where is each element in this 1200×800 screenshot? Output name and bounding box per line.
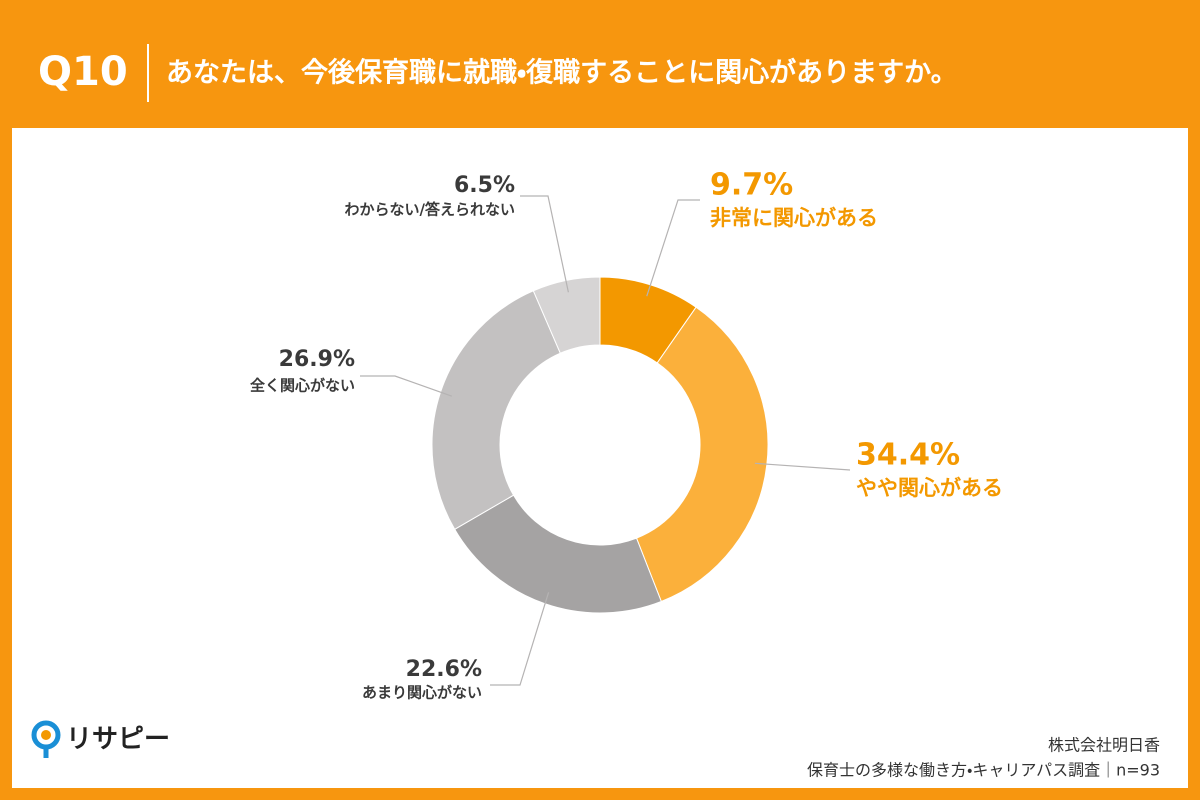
value-label: 6.5% bbox=[454, 173, 515, 198]
leader-line bbox=[754, 462, 851, 471]
panel bbox=[12, 128, 1188, 788]
slice bbox=[431, 290, 561, 530]
category-label: わからない/答えられない bbox=[345, 201, 515, 219]
category-label: 全く関心がない bbox=[250, 377, 355, 395]
question-number: Q10 bbox=[38, 49, 128, 95]
logo: リサピー bbox=[31, 720, 170, 758]
slice bbox=[454, 494, 662, 614]
category-label: 非常に関心がある bbox=[710, 206, 878, 230]
logo-icon-dot bbox=[41, 730, 51, 740]
leader-line bbox=[520, 195, 569, 293]
question-title: あなたは、今後保育職に就職・復職することに関心がありますか。 bbox=[166, 57, 958, 89]
category-label: やや関心がある bbox=[856, 476, 1003, 500]
logo-text: リサピー bbox=[66, 725, 170, 755]
survey: 保育士の多様な働き方・キャリアパス調査｜n=93 bbox=[807, 761, 1160, 780]
value-label: 9.7% bbox=[710, 168, 793, 203]
slice bbox=[532, 276, 601, 354]
category-label: あまり関心がない bbox=[362, 684, 482, 702]
leader-line bbox=[360, 375, 453, 397]
slice bbox=[635, 306, 769, 603]
donut-chart: 9.7% 非常に関心がある 34.4% やや関心がある 22.6% あまり関心がない 26.… bbox=[250, 168, 1003, 702]
value-label: 34.4% bbox=[856, 438, 960, 473]
value-label: 26.9% bbox=[279, 347, 355, 372]
leader-line bbox=[646, 199, 700, 297]
value-label: 22.6% bbox=[406, 657, 482, 682]
company: 株式会社明日香 bbox=[1048, 736, 1160, 755]
leader-line bbox=[490, 592, 550, 686]
